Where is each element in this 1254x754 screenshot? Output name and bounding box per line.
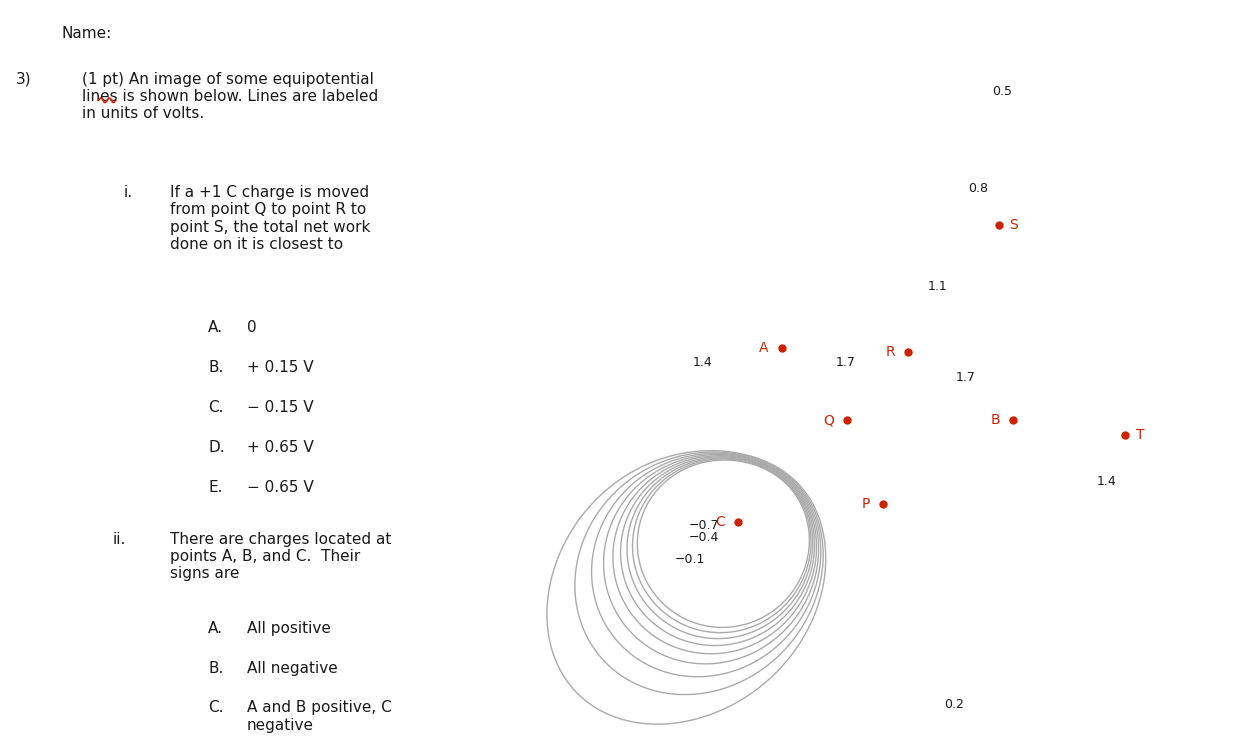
Text: P: P <box>861 497 870 510</box>
Text: S: S <box>1009 218 1018 232</box>
Text: i.: i. <box>123 185 133 200</box>
Text: 1.4: 1.4 <box>693 356 712 369</box>
Text: If a +1 C charge is moved
from point Q to point R to
point S, the total net work: If a +1 C charge is moved from point Q t… <box>169 185 370 252</box>
Text: 1.7: 1.7 <box>836 356 855 369</box>
Text: B: B <box>991 413 1001 428</box>
Text: C.: C. <box>208 700 223 716</box>
Text: 1.4: 1.4 <box>1096 476 1116 489</box>
Text: Q: Q <box>823 413 834 428</box>
Text: − 0.15 V: − 0.15 V <box>247 400 314 415</box>
Text: 1.1: 1.1 <box>928 280 948 293</box>
Text: 0.2: 0.2 <box>944 697 964 711</box>
Text: A: A <box>759 341 769 355</box>
Text: All positive: All positive <box>247 621 331 636</box>
Text: A and B positive, C
negative: A and B positive, C negative <box>247 700 391 733</box>
Text: (1 pt) An image of some equipotential
lines is shown below. Lines are labeled
in: (1 pt) An image of some equipotential li… <box>83 72 379 121</box>
Text: There are charges located at
points A, B, and C.  Their
signs are: There are charges located at points A, B… <box>169 532 391 581</box>
Text: −0.7: −0.7 <box>688 519 720 532</box>
Text: 1.7: 1.7 <box>956 370 976 384</box>
Text: + 0.65 V: + 0.65 V <box>247 440 314 455</box>
Text: −0.4: −0.4 <box>688 531 720 544</box>
Text: A.: A. <box>208 621 223 636</box>
Text: B.: B. <box>208 661 223 676</box>
Text: + 0.15 V: + 0.15 V <box>247 360 314 375</box>
Text: C: C <box>715 515 725 529</box>
Text: A.: A. <box>208 320 223 336</box>
Text: 3): 3) <box>15 72 31 87</box>
Text: B.: B. <box>208 360 223 375</box>
Text: 0.5: 0.5 <box>992 84 1012 97</box>
Text: E.: E. <box>208 480 223 495</box>
Text: −0.1: −0.1 <box>675 553 705 566</box>
Text: All negative: All negative <box>247 661 337 676</box>
Text: C.: C. <box>208 400 223 415</box>
Text: 0: 0 <box>247 320 256 336</box>
Text: − 0.65 V: − 0.65 V <box>247 480 314 495</box>
Text: 0.8: 0.8 <box>968 182 988 195</box>
Text: Name:: Name: <box>61 26 112 41</box>
Text: ii.: ii. <box>113 532 127 547</box>
Text: R: R <box>885 345 895 359</box>
Text: T: T <box>1136 428 1145 442</box>
Text: D.: D. <box>208 440 224 455</box>
